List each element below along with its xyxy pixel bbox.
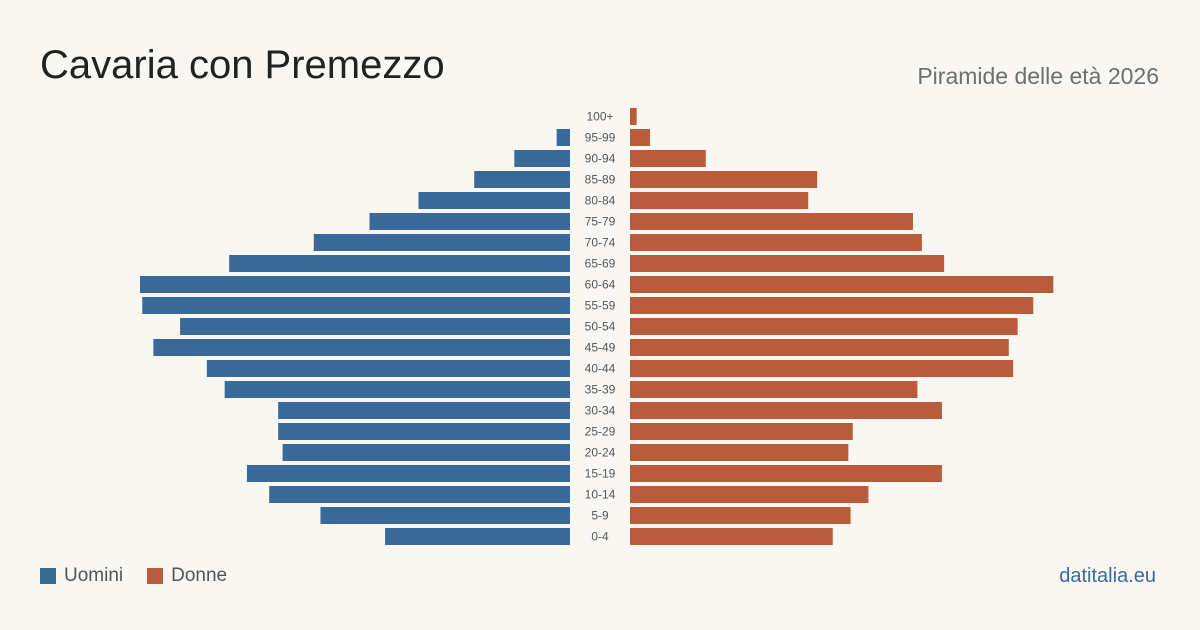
- bar-men-30-34: [278, 402, 570, 419]
- bar-women-70-74: [630, 234, 922, 251]
- age-group-label: 20-24: [585, 446, 616, 460]
- age-group-label: 35-39: [585, 383, 616, 397]
- bar-men-70-74: [313, 234, 570, 251]
- bar-men-40-44: [206, 360, 571, 377]
- bar-women-45-49: [630, 339, 1009, 356]
- bar-women-20-24: [630, 444, 849, 461]
- legend-item-men: Uomini: [40, 565, 123, 587]
- bar-women-60-64: [630, 276, 1054, 293]
- bar-women-55-59: [630, 297, 1034, 314]
- legend-item-women: Donne: [147, 565, 227, 587]
- bar-men-90-94: [514, 150, 570, 167]
- age-group-label: 25-29: [585, 425, 616, 439]
- bar-men-35-39: [224, 381, 570, 398]
- bar-men-10-14: [269, 486, 570, 503]
- age-group-label: 50-54: [585, 320, 616, 334]
- age-group-label: 80-84: [585, 194, 616, 208]
- age-group-label: 15-19: [585, 467, 616, 481]
- bar-women-95-99: [630, 129, 651, 146]
- bar-men-5-9: [320, 507, 570, 524]
- bar-men-45-49: [153, 339, 571, 356]
- bar-women-90-94: [630, 150, 706, 167]
- bar-women-35-39: [630, 381, 918, 398]
- bar-men-50-54: [180, 318, 570, 335]
- age-group-label: 0-4: [591, 530, 609, 544]
- bar-women-5-9: [630, 507, 851, 524]
- age-group-label: 85-89: [585, 173, 616, 187]
- age-group-label: 100+: [586, 110, 613, 124]
- bar-women-30-34: [630, 402, 942, 419]
- age-group-label: 60-64: [585, 278, 616, 292]
- bar-women-25-29: [630, 423, 853, 440]
- bar-men-60-64: [140, 276, 570, 293]
- age-group-label: 30-34: [585, 404, 616, 418]
- chart-subtitle: Piramide delle età 2026: [917, 63, 1159, 89]
- bar-women-15-19: [630, 465, 942, 482]
- age-group-label: 95-99: [585, 131, 616, 145]
- bar-men-15-19: [246, 465, 571, 482]
- bar-men-80-84: [418, 192, 570, 209]
- legend-swatch-men: [40, 568, 56, 584]
- age-group-label: 40-44: [585, 362, 616, 376]
- bar-men-20-24: [282, 444, 570, 461]
- bar-men-65-69: [229, 255, 570, 272]
- age-group-label: 70-74: [585, 236, 616, 250]
- age-group-label: 5-9: [591, 509, 609, 523]
- bar-men-25-29: [278, 423, 570, 440]
- age-group-label: 10-14: [585, 488, 616, 502]
- bar-women-0-4: [630, 528, 833, 545]
- legend-label-women: Donne: [171, 565, 228, 586]
- age-group-label: 90-94: [585, 152, 616, 166]
- bar-women-100plus: [630, 108, 637, 125]
- age-group-label: 55-59: [585, 299, 616, 313]
- bar-women-50-54: [630, 318, 1018, 335]
- age-group-label: 45-49: [585, 341, 616, 355]
- bar-men-55-59: [142, 297, 571, 314]
- bar-men-0-4: [385, 528, 570, 545]
- bar-women-75-79: [630, 213, 913, 230]
- bar-men-95-99: [556, 129, 570, 146]
- bar-women-65-69: [630, 255, 945, 272]
- bar-men-75-79: [369, 213, 570, 230]
- bar-women-85-89: [630, 171, 818, 188]
- bar-women-40-44: [630, 360, 1014, 377]
- bar-men-85-89: [474, 171, 570, 188]
- page-title: Cavaria con Premezzo: [40, 43, 445, 87]
- legend-label-men: Uomini: [64, 565, 124, 586]
- age-group-label: 75-79: [585, 215, 616, 229]
- legend: Uomini Donne: [40, 565, 251, 587]
- legend-swatch-women: [147, 568, 164, 584]
- brand-link[interactable]: datitalia.eu: [1059, 565, 1156, 587]
- bar-women-80-84: [630, 192, 809, 209]
- bar-women-10-14: [630, 486, 869, 503]
- age-group-label: 65-69: [585, 257, 616, 271]
